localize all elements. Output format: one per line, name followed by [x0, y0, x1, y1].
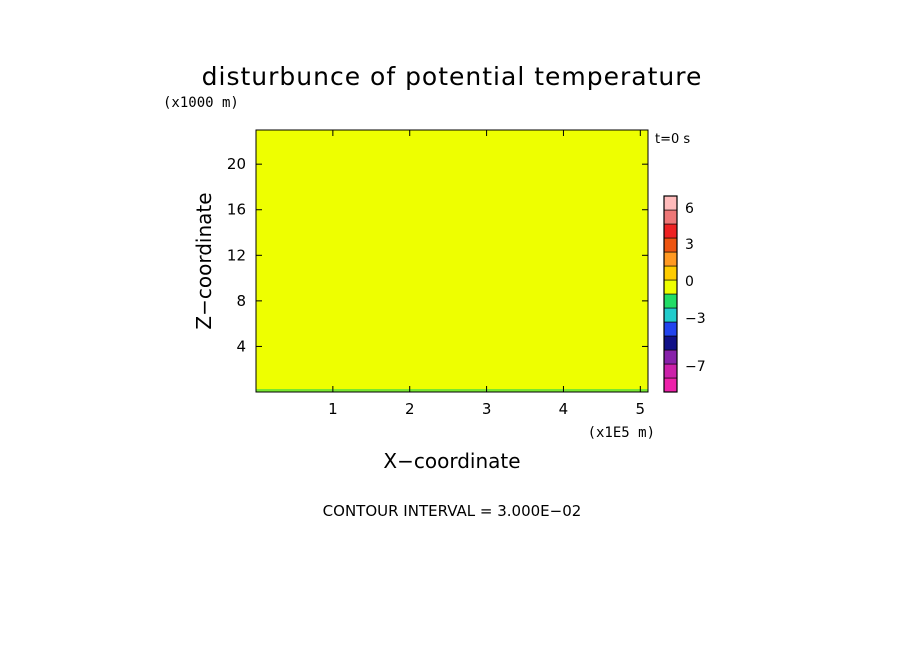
- field-fill: [256, 130, 648, 392]
- colorbar-cell: [663, 237, 678, 253]
- y-tick-label: 12: [227, 246, 246, 264]
- x-tick-label: 1: [328, 400, 338, 418]
- y-tick-label: 16: [227, 201, 246, 219]
- time-label: t=0 s: [655, 132, 690, 147]
- x-axis-unit: (x1E5 m): [588, 425, 655, 441]
- surface-band: [256, 389, 648, 392]
- colorbar-cell: [663, 195, 678, 211]
- colorbar-cell: [663, 279, 678, 295]
- colorbar-label: 6: [685, 201, 694, 217]
- y-axis-unit: (x1000 m): [163, 95, 239, 111]
- colorbar-frame: [663, 195, 678, 393]
- x-tick-label: 4: [559, 400, 569, 418]
- colorbar-cell: [663, 321, 678, 337]
- colorbar-cell: [663, 293, 678, 309]
- colorbar-cell: [663, 251, 678, 267]
- x-tick-label: 5: [636, 400, 646, 418]
- colorbar-cell: [663, 265, 678, 281]
- colorbar-cell: [663, 363, 678, 379]
- y-axis-label: Z−coordinate: [192, 192, 216, 329]
- x-tick-label: 2: [405, 400, 415, 418]
- colorbar-cell: [663, 307, 678, 323]
- x-axis-label: X−coordinate: [383, 449, 520, 473]
- colorbar-label: 3: [685, 237, 694, 253]
- colorbar-cell: [663, 335, 678, 351]
- contour-interval-note: CONTOUR INTERVAL = 3.000E−02: [323, 502, 582, 520]
- colorbar-cell: [663, 223, 678, 239]
- colorbar-label: −3: [685, 311, 706, 327]
- plot-frame: [255, 129, 649, 393]
- colorbar-cell: [663, 209, 678, 225]
- y-tick-label: 8: [236, 292, 246, 310]
- colorbar-cell: [663, 349, 678, 365]
- colorbar-cell: [663, 377, 678, 393]
- colorbar-label: −7: [685, 359, 706, 375]
- y-tick-label: 20: [227, 155, 246, 173]
- colorbar-label: 0: [685, 274, 694, 290]
- x-tick-label: 3: [482, 400, 492, 418]
- colorbar: −7 −3 0 3 6: [663, 195, 706, 393]
- y-tick-label: 4: [236, 337, 246, 355]
- chart-title: disturbunce of potential temperature: [202, 62, 703, 91]
